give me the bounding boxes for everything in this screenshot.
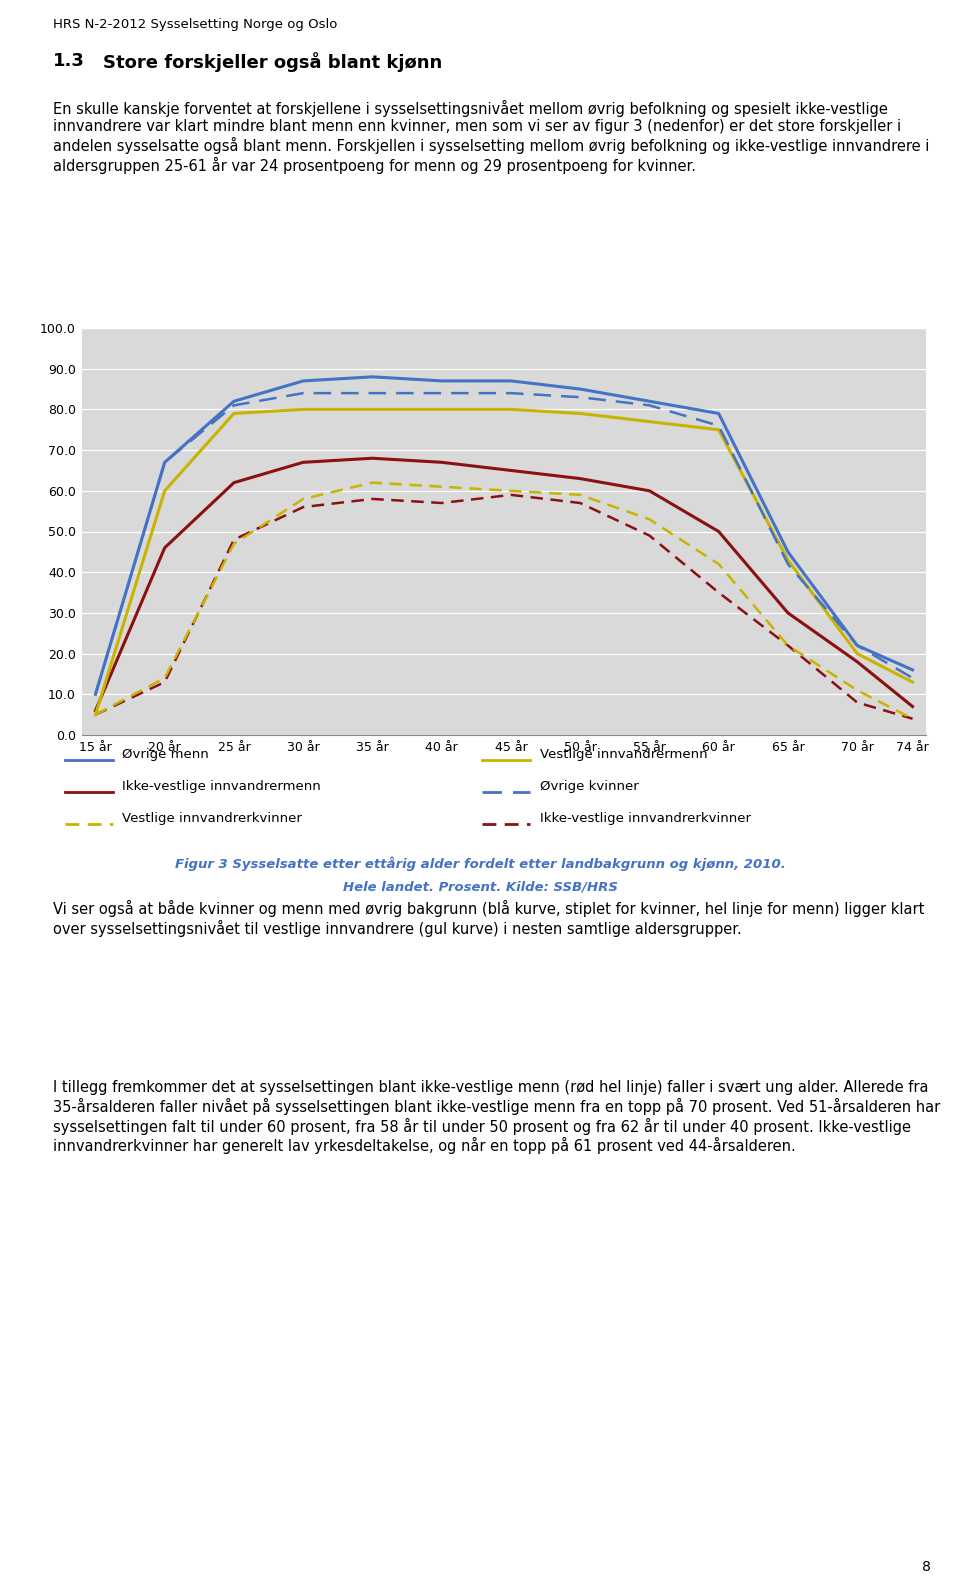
- Text: Ikke-vestlige innvandrerkvinner: Ikke-vestlige innvandrerkvinner: [540, 812, 751, 825]
- Text: I tillegg fremkommer det at sysselsettingen blant ikke-vestlige menn (rød hel li: I tillegg fremkommer det at sysselsettin…: [53, 1080, 940, 1154]
- Text: Vi ser også at både kvinner og menn med øvrig bakgrunn (blå kurve, stiplet for k: Vi ser også at både kvinner og menn med …: [53, 900, 924, 937]
- Text: Store forskjeller også blant kjønn: Store forskjeller også blant kjønn: [103, 53, 442, 72]
- Text: Ikke-vestlige innvandrermenn: Ikke-vestlige innvandrermenn: [122, 780, 321, 793]
- Text: Figur 3 Sysselsatte etter ettårig alder fordelt etter landbakgrunn og kjønn, 201: Figur 3 Sysselsatte etter ettårig alder …: [175, 855, 785, 870]
- Text: En skulle kanskje forventet at forskjellene i sysselsettingsnivået mellom øvrig : En skulle kanskje forventet at forskjell…: [53, 101, 929, 174]
- Text: Vestlige innvandrermenn: Vestlige innvandrermenn: [540, 749, 708, 761]
- Text: HRS N-2-2012 Sysselsetting Norge og Oslo: HRS N-2-2012 Sysselsetting Norge og Oslo: [53, 18, 337, 30]
- Text: 1.3: 1.3: [53, 53, 84, 70]
- Text: 8: 8: [923, 1559, 931, 1574]
- Text: Vestlige innvandrerkvinner: Vestlige innvandrerkvinner: [122, 812, 301, 825]
- Text: Øvrige menn: Øvrige menn: [122, 749, 208, 761]
- Text: Hele landet. Prosent. Kilde: SSB/HRS: Hele landet. Prosent. Kilde: SSB/HRS: [343, 879, 617, 894]
- Text: Øvrige kvinner: Øvrige kvinner: [540, 780, 638, 793]
